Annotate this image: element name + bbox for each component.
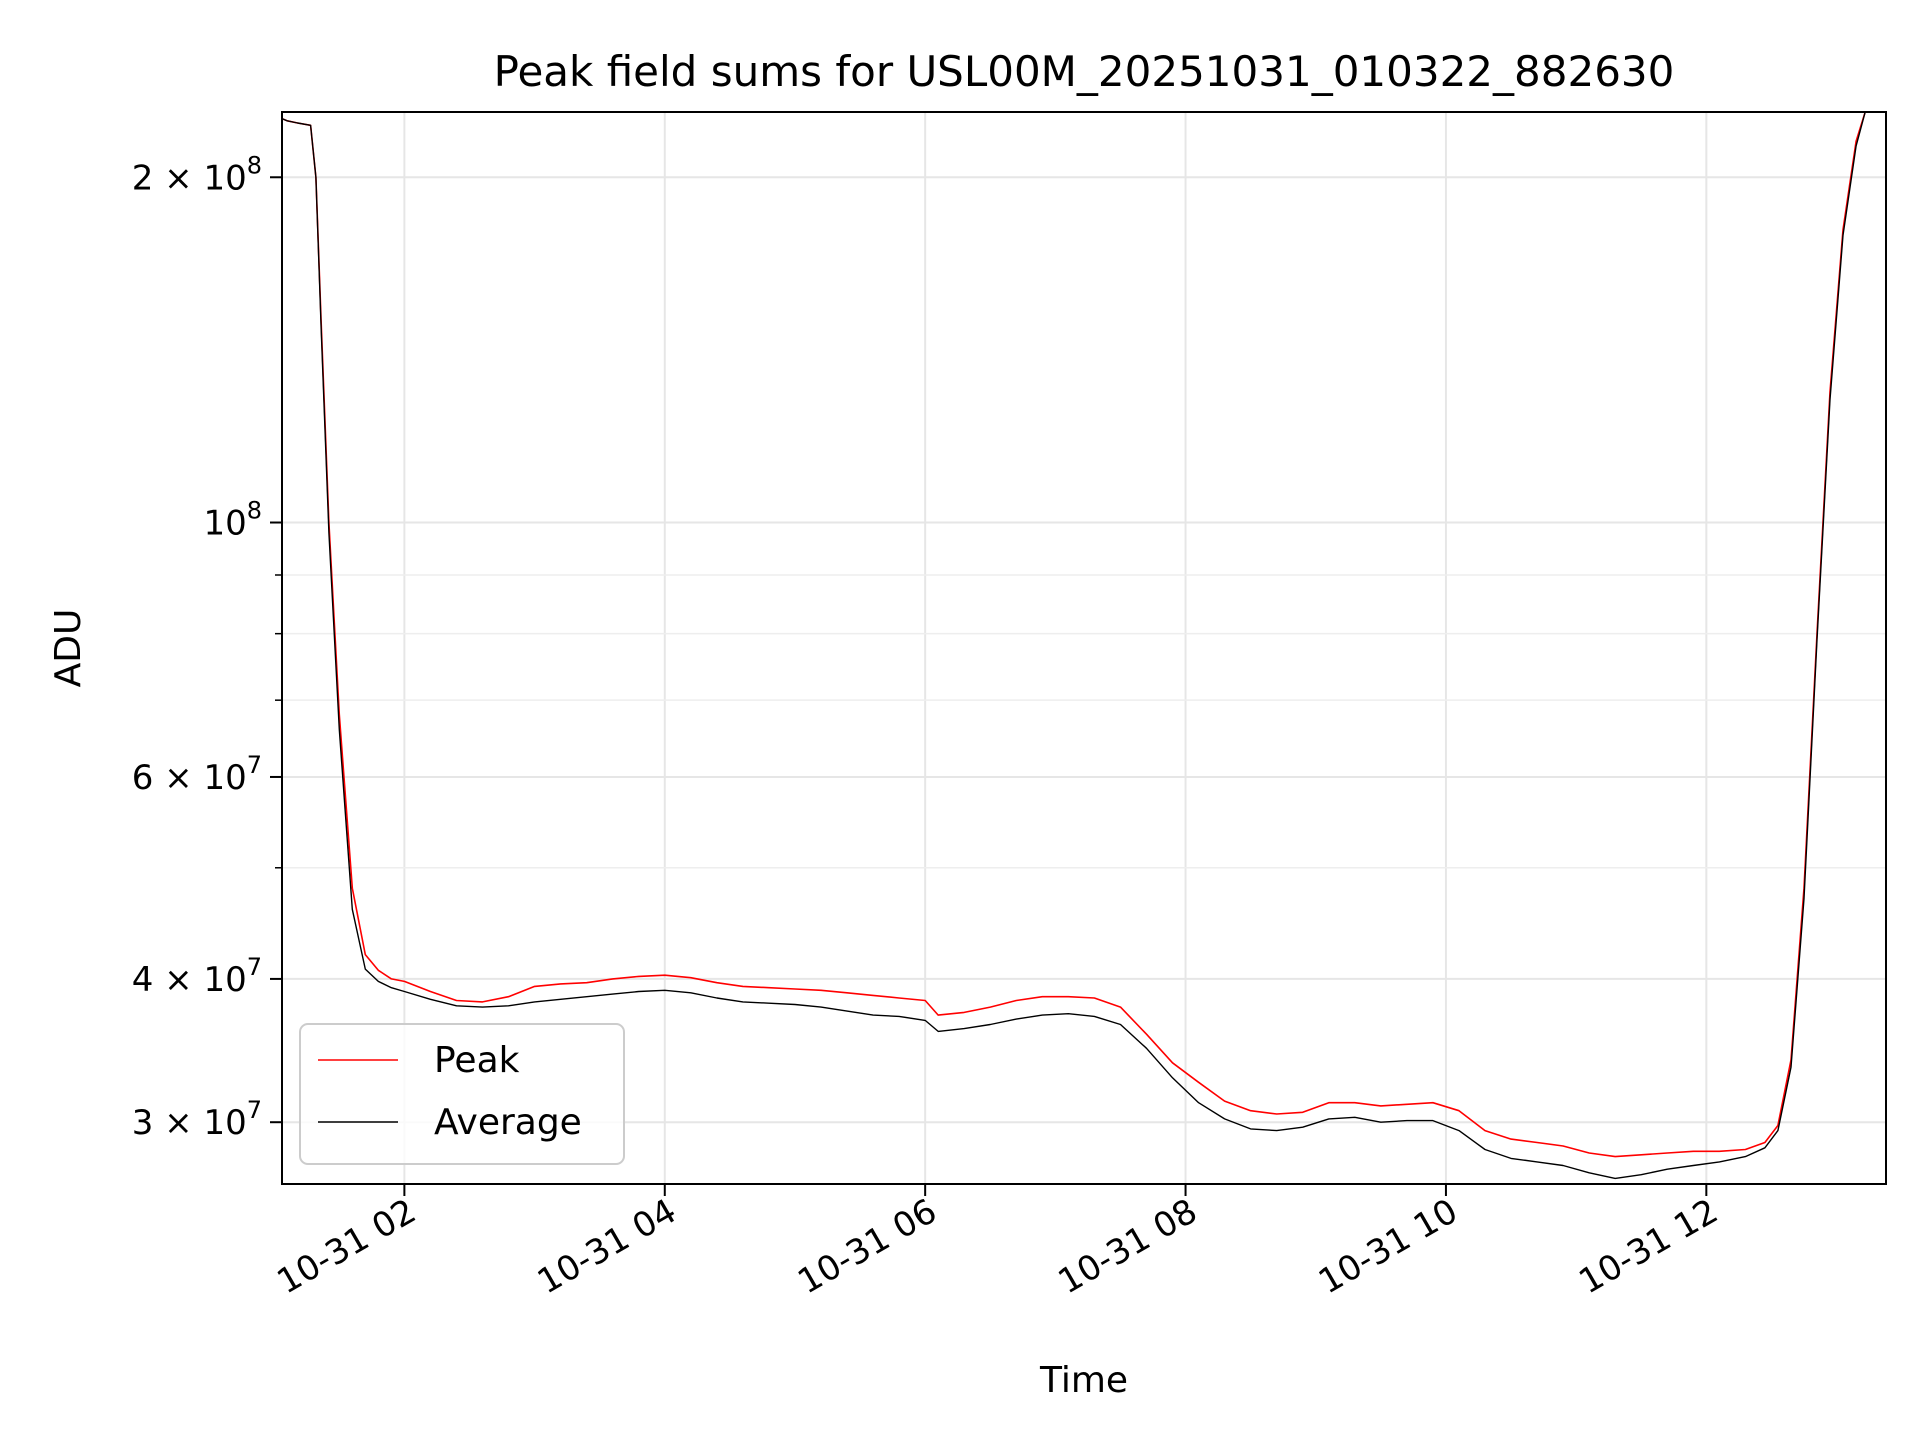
legend-label-peak: Peak: [434, 1040, 520, 1081]
legend-label-average: Average: [434, 1102, 582, 1143]
legend-box: [299, 1023, 625, 1165]
series-layer: [282, 112, 1886, 1180]
x-tick-label: 10-31 06: [791, 1191, 943, 1302]
series-line-average: [282, 112, 1886, 1180]
x-tick-label: 10-31 08: [1052, 1191, 1204, 1302]
y-axis-label: ADU: [48, 609, 89, 688]
plot-frame: [281, 111, 1887, 1185]
y-tick-label: 4 × 107: [132, 953, 262, 1000]
series-line-peak: [282, 112, 1886, 1158]
x-tick-label: 10-31 12: [1572, 1191, 1724, 1302]
y-axis: 3 × 107 4 × 107 6 × 107 108 2 × 108: [132, 151, 282, 1143]
y-tick-label: 3 × 107: [132, 1096, 262, 1143]
y-tick-label: 108: [203, 497, 262, 544]
x-tick-label: 10-31 04: [531, 1191, 683, 1302]
x-axis: 10-31 02 10-31 04 10-31 06 10-31 08 10-31 10…: [270, 1184, 1725, 1302]
legend: Peak Average: [299, 1023, 625, 1165]
x-tick-label: 10-31 10: [1312, 1191, 1464, 1302]
y-tick-label: 2 × 108: [132, 151, 262, 198]
x-axis-label: Time: [1039, 1360, 1128, 1401]
x-tick-label: 10-31 02: [270, 1191, 422, 1302]
chart-title: Peak field sums for USL00M_20251031_0103…: [494, 47, 1675, 96]
y-tick-label: 6 × 107: [132, 751, 262, 798]
